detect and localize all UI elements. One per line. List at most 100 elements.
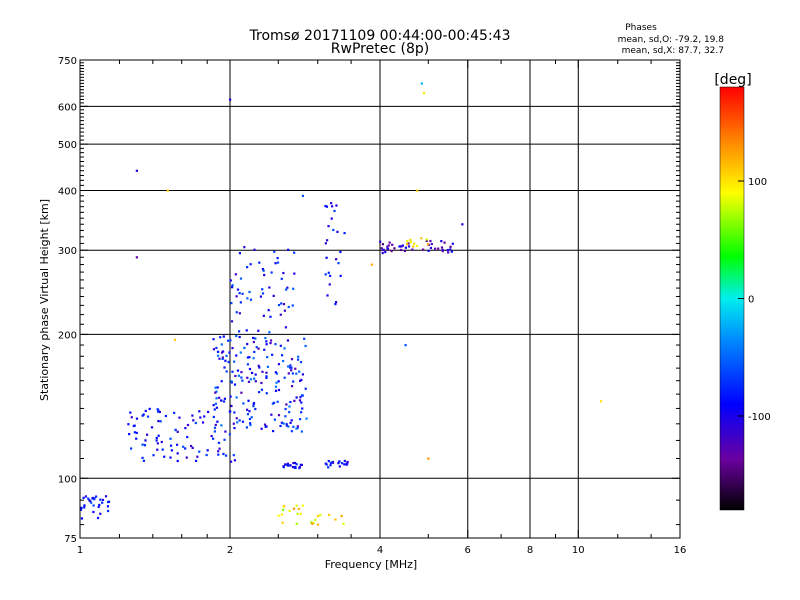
data-point bbox=[275, 381, 278, 384]
data-point bbox=[403, 249, 406, 253]
data-point bbox=[129, 411, 132, 414]
data-point bbox=[241, 420, 245, 423]
data-point bbox=[190, 444, 193, 448]
data-point bbox=[449, 248, 452, 251]
data-point bbox=[106, 509, 110, 513]
data-point bbox=[280, 421, 283, 424]
data-point bbox=[451, 242, 454, 245]
data-point bbox=[274, 262, 277, 265]
data-point bbox=[274, 343, 277, 346]
data-point bbox=[407, 245, 411, 248]
data-point bbox=[295, 427, 298, 430]
data-point bbox=[224, 430, 227, 433]
data-point bbox=[413, 242, 416, 245]
data-point bbox=[107, 500, 111, 503]
data-point bbox=[144, 409, 147, 413]
data-point bbox=[300, 401, 303, 404]
data-point bbox=[223, 438, 226, 441]
y-tick-label: 600 bbox=[58, 102, 77, 113]
data-point bbox=[246, 356, 249, 359]
data-point bbox=[220, 380, 223, 383]
data-point bbox=[282, 505, 285, 508]
data-point bbox=[270, 271, 273, 274]
grid-lines bbox=[80, 60, 680, 538]
data-point bbox=[336, 230, 339, 233]
data-point bbox=[243, 246, 246, 249]
data-point bbox=[277, 303, 281, 307]
data-point bbox=[214, 391, 217, 394]
data-point bbox=[249, 422, 252, 425]
data-point bbox=[252, 340, 255, 344]
data-point bbox=[295, 463, 298, 466]
data-point bbox=[342, 522, 345, 525]
data-point bbox=[283, 309, 286, 312]
data-point bbox=[425, 239, 428, 243]
data-point bbox=[265, 392, 268, 395]
data-point bbox=[80, 506, 83, 509]
data-point bbox=[387, 244, 390, 247]
data-point bbox=[290, 385, 294, 388]
data-point bbox=[263, 423, 267, 426]
x-tick-label: 10 bbox=[572, 545, 585, 556]
data-point bbox=[144, 439, 147, 442]
data-point bbox=[254, 407, 257, 411]
data-point bbox=[285, 288, 288, 291]
data-point bbox=[314, 518, 317, 521]
data-point bbox=[290, 369, 293, 372]
data-point bbox=[229, 279, 232, 282]
colorbar-label: [deg] bbox=[714, 72, 751, 88]
data-point bbox=[277, 514, 280, 517]
data-point bbox=[241, 292, 244, 295]
data-point bbox=[285, 424, 288, 427]
data-point bbox=[273, 418, 277, 421]
data-point bbox=[271, 353, 274, 356]
data-point bbox=[157, 434, 160, 437]
y-tick-label: 750 bbox=[58, 56, 77, 67]
data-point bbox=[228, 351, 231, 354]
data-point bbox=[425, 238, 428, 241]
data-point bbox=[288, 509, 291, 513]
data-point bbox=[422, 91, 426, 95]
data-point bbox=[345, 463, 348, 466]
data-point bbox=[226, 339, 230, 342]
data-point bbox=[260, 381, 263, 385]
data-point bbox=[254, 380, 257, 383]
data-point bbox=[174, 428, 177, 432]
data-point bbox=[238, 419, 241, 422]
data-point bbox=[233, 426, 236, 430]
data-point bbox=[421, 248, 425, 251]
data-point bbox=[258, 261, 261, 264]
data-point bbox=[285, 422, 288, 426]
data-point bbox=[386, 247, 389, 250]
data-point bbox=[210, 434, 213, 438]
data-point bbox=[292, 461, 295, 465]
data-point bbox=[135, 169, 138, 172]
data-point bbox=[298, 399, 302, 402]
y-tick-label: 500 bbox=[58, 140, 77, 151]
data-point bbox=[248, 367, 252, 371]
data-point bbox=[264, 425, 267, 428]
data-point bbox=[253, 248, 256, 251]
data-point bbox=[440, 240, 443, 243]
data-point bbox=[335, 204, 338, 207]
stats-line-x: mean, sd,X: 87.7, 32.7 bbox=[622, 46, 724, 56]
data-point bbox=[99, 512, 102, 515]
data-point bbox=[92, 496, 95, 500]
data-point bbox=[345, 462, 348, 465]
data-point bbox=[324, 204, 327, 208]
data-point bbox=[287, 425, 290, 428]
data-point bbox=[222, 335, 225, 338]
data-point bbox=[252, 405, 255, 408]
data-point bbox=[229, 460, 233, 463]
y-tick-label: 75 bbox=[64, 534, 77, 545]
data-point bbox=[390, 249, 393, 253]
data-point bbox=[269, 315, 272, 318]
data-point bbox=[222, 452, 225, 456]
data-point bbox=[267, 309, 270, 312]
data-point bbox=[261, 370, 264, 373]
data-point bbox=[293, 461, 297, 465]
data-point bbox=[157, 410, 160, 413]
y-tick-label: 200 bbox=[58, 330, 77, 341]
data-point bbox=[258, 391, 261, 394]
data-point bbox=[191, 446, 194, 450]
